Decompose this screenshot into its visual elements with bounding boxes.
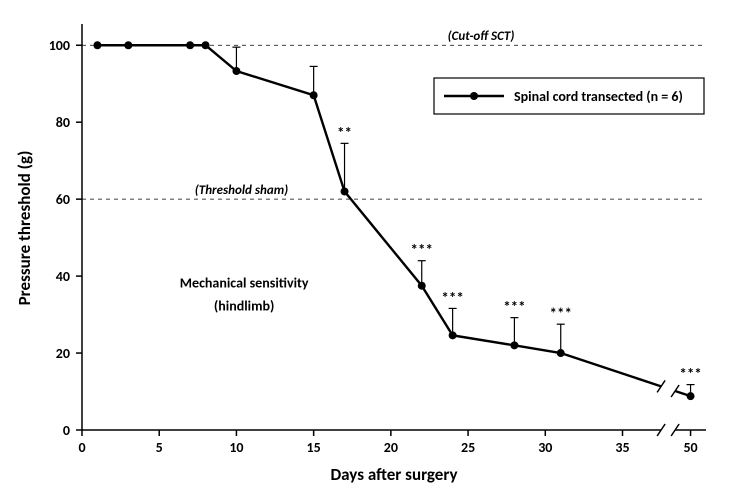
annotation-text: (hindlimb) [214, 298, 274, 315]
significance-marker: *** [441, 289, 463, 307]
annotation-text: Mechanical sensitivity [180, 275, 309, 292]
data-point [232, 67, 240, 75]
data-point [341, 187, 349, 195]
reference-label: (Threshold sham) [195, 183, 288, 198]
y-axis-label: Pressure threshold (g) [14, 151, 35, 306]
y-tick-label: 20 [56, 345, 70, 362]
data-point [510, 341, 518, 349]
x-tick-label: 30 [538, 439, 552, 456]
chart-root: (Cut-off SCT) (Threshold sham) 0 20 40 60 80 10… [0, 0, 746, 502]
y-tick-label: 80 [56, 114, 70, 131]
x-tick-label: 20 [384, 439, 398, 456]
x-tick-label: 0 [78, 439, 85, 456]
data-point [124, 41, 132, 49]
x-tick-label: 50 [683, 439, 697, 456]
data-point [202, 41, 210, 49]
data-point [687, 392, 695, 400]
data-point [449, 331, 457, 339]
x-tick-label: 15 [307, 439, 321, 456]
data-point [310, 91, 318, 99]
x-axis-label: Days after surgery [330, 464, 457, 485]
y-tick-label: 0 [63, 422, 70, 439]
x-tick-label: 25 [461, 439, 475, 456]
significance-marker: *** [550, 305, 572, 323]
significance-marker: *** [411, 242, 433, 260]
significance-marker: *** [679, 366, 701, 384]
x-tick-label: 5 [156, 439, 163, 456]
x-tick-label: 35 [615, 439, 629, 456]
data-point [93, 41, 101, 49]
significance-marker: ** [337, 124, 352, 142]
y-tick-label: 60 [56, 191, 70, 208]
data-point [557, 349, 565, 357]
data-point [186, 41, 194, 49]
legend-label: Spinal cord transected (n = 6) [514, 88, 683, 105]
reference-label: (Cut-off SCT) [448, 29, 515, 44]
significance-marker: *** [503, 299, 525, 317]
data-point [418, 282, 426, 290]
y-tick-label: 40 [56, 268, 70, 285]
legend-sample-marker [470, 92, 478, 100]
y-tick-label: 100 [49, 37, 70, 54]
x-tick-label: 10 [229, 439, 243, 456]
